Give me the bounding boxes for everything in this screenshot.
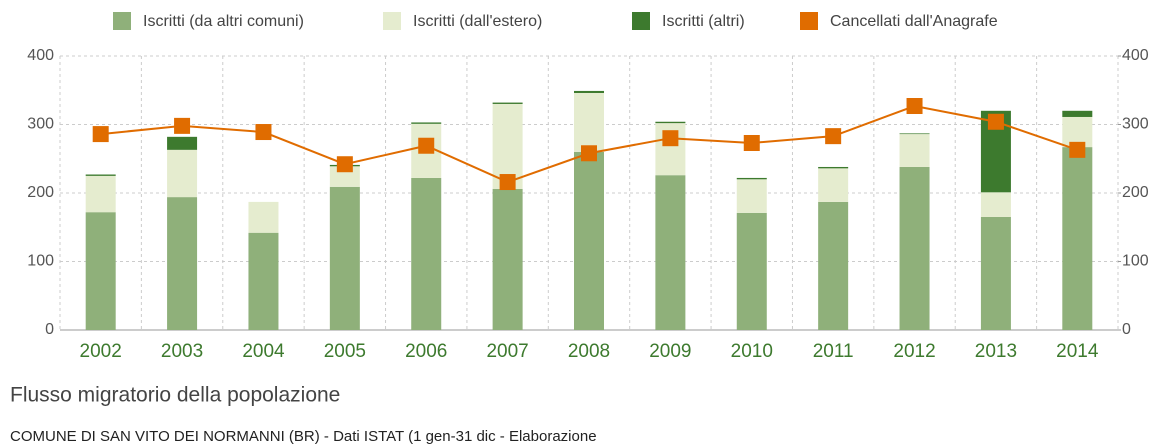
- bar-segment: [1062, 147, 1093, 330]
- line-marker: [92, 126, 109, 143]
- bar-segment: [736, 177, 767, 180]
- line-marker: [825, 128, 842, 145]
- legend-swatch: [383, 12, 401, 30]
- bar-segment: [492, 188, 523, 330]
- x-tick-label: 2010: [731, 341, 773, 362]
- line-marker: [336, 156, 353, 173]
- bar-segment: [85, 174, 116, 176]
- bar-segment: [248, 232, 279, 330]
- x-tick-label: 2005: [324, 341, 366, 362]
- bar-segment: [736, 212, 767, 330]
- bar-segment: [167, 149, 198, 198]
- y2-tick-label: 0: [1122, 321, 1131, 338]
- line-marker: [1069, 141, 1086, 158]
- bar-segment: [85, 175, 116, 213]
- line-marker: [499, 174, 516, 191]
- bar-segment: [574, 90, 604, 93]
- bar-segment: [899, 166, 930, 330]
- y2-tick-label: 100: [1122, 253, 1149, 270]
- y-tick-label: 400: [27, 47, 54, 64]
- bar-segment: [818, 201, 849, 330]
- bar-segment: [411, 122, 442, 124]
- legend-label: Iscritti (dall'estero): [413, 13, 542, 30]
- chart-title: Flusso migratorio della popolazione: [10, 384, 340, 407]
- x-tick-label: 2008: [568, 341, 610, 362]
- bar-segment: [818, 166, 849, 169]
- bar-segment: [899, 134, 930, 167]
- bar-segment: [248, 201, 279, 233]
- bar-segment: [980, 192, 1011, 217]
- line-marker: [743, 134, 760, 151]
- bar-segment: [329, 186, 360, 330]
- bar-segment: [899, 133, 930, 135]
- bar-segment: [411, 177, 442, 330]
- x-tick-label: 2009: [649, 341, 691, 362]
- line-marker: [581, 145, 597, 162]
- bar-segment: [818, 168, 849, 202]
- bar-segment: [1062, 110, 1093, 117]
- bar-segment: [736, 179, 767, 213]
- y2-tick-label: 400: [1122, 47, 1149, 64]
- bar-segment: [655, 175, 686, 330]
- y-tick-label: 100: [27, 253, 54, 270]
- y-tick-label: 200: [27, 184, 54, 201]
- y2-tick-label: 200: [1122, 184, 1149, 201]
- bar-segment: [167, 136, 198, 150]
- y-tick-label: 0: [45, 321, 54, 338]
- x-tick-label: 2002: [80, 341, 122, 362]
- x-tick-label: 2006: [405, 341, 447, 362]
- y-tick-label: 300: [27, 116, 54, 133]
- x-tick-label: 2007: [486, 341, 528, 362]
- bar-segment: [492, 102, 523, 104]
- legend-swatch: [632, 12, 650, 30]
- line-marker: [906, 98, 923, 115]
- bar-segment: [655, 121, 686, 124]
- line-marker: [987, 113, 1004, 130]
- bar-segment: [167, 197, 198, 330]
- x-tick-label: 2003: [161, 341, 203, 362]
- x-tick-label: 2014: [1056, 341, 1099, 362]
- legend-label: Iscritti (altri): [662, 13, 745, 30]
- line-marker: [174, 117, 191, 134]
- bar-segment: [85, 212, 116, 330]
- legend-swatch: [800, 12, 818, 30]
- y2-tick-label: 300: [1122, 116, 1149, 133]
- legend-label: Iscritti (da altri comuni): [143, 13, 304, 30]
- line-marker: [662, 130, 679, 147]
- line-marker: [255, 124, 272, 141]
- legend-label: Cancellati dall'Anagrafe: [830, 13, 998, 30]
- bar-segment: [980, 216, 1011, 330]
- x-tick-label: 2012: [893, 341, 935, 362]
- bar-segment: [574, 151, 604, 330]
- x-tick-label: 2013: [975, 341, 1017, 362]
- line-marker: [418, 137, 435, 154]
- bar-segment: [574, 92, 604, 152]
- legend-swatch: [113, 12, 131, 30]
- chart-subtitle: COMUNE DI SAN VITO DEI NORMANNI (BR) - D…: [10, 428, 597, 445]
- x-tick-label: 2011: [813, 341, 854, 362]
- x-tick-label: 2004: [242, 341, 285, 362]
